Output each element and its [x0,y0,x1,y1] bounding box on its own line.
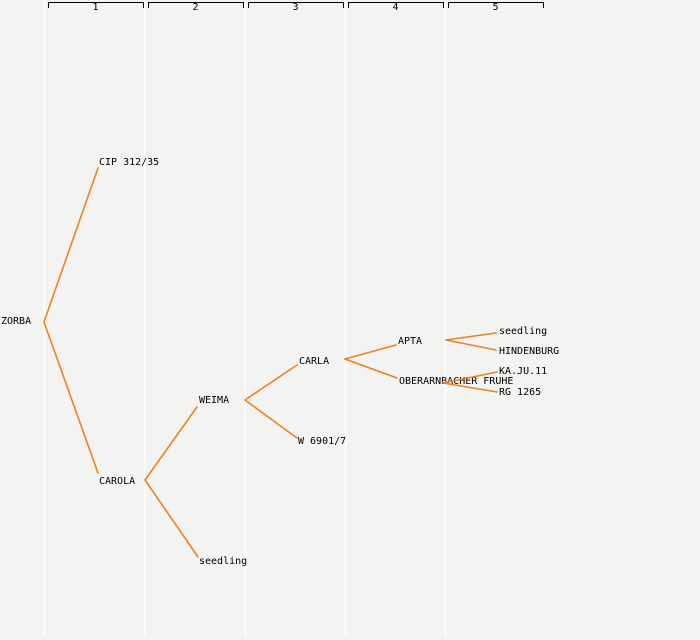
generation-bracket [448,2,544,8]
pedigree-edge [445,332,497,341]
pedigree-edge [442,371,498,384]
pedigree-edge [442,382,498,393]
node-label-oberarnbacher[interactable]: OBERARNBACHER FRUHE [399,376,514,387]
node-label-weima[interactable]: WEIMA [199,395,230,406]
node-label-cip-312-35[interactable]: CIP 312/35 [99,157,160,168]
node-label-carla[interactable]: CARLA [299,356,330,367]
pedigree-edge [244,364,298,401]
node-label-ka-ju-11[interactable]: KA.JU.11 [499,366,548,377]
node-label-seedling-2[interactable]: seedling [499,326,548,337]
node-label-rg-1265[interactable]: RG 1265 [499,387,542,398]
node-label-carola[interactable]: CAROLA [99,476,136,487]
generation-bracket [148,2,244,8]
node-label-w-6901-7[interactable]: W 6901/7 [298,436,347,447]
pedigree-edge [445,339,497,351]
generation-header-label: 4 [392,2,399,13]
generation-bracket [248,2,344,8]
pedigree-edge [244,399,298,439]
generation-header-label: 3 [292,2,299,13]
pedigree-edge [43,167,99,323]
generation-bracket [48,2,144,8]
node-label-hindenburg[interactable]: HINDENBURG [499,346,560,357]
node-label-seedling-1[interactable]: seedling [199,556,248,567]
pedigree-edge [43,321,99,474]
generation-header-label: 1 [92,2,99,13]
generation-bracket [348,2,444,8]
pedigree-edge [144,406,198,481]
node-label-apta[interactable]: APTA [398,336,423,347]
generation-header-label: 5 [492,2,499,13]
pedigree-edge [344,358,398,379]
pedigree-edge [344,344,397,360]
node-label-zorba[interactable]: ZORBA [1,316,32,327]
pedigree-edge [144,479,199,558]
generation-header-label: 2 [192,2,199,13]
